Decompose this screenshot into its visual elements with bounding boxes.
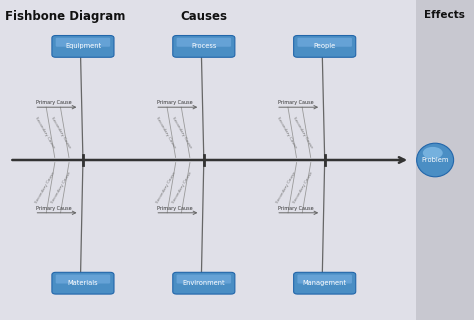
Text: Secondary Cause: Secondary Cause [34,116,55,149]
FancyBboxPatch shape [298,275,352,284]
FancyBboxPatch shape [298,38,352,47]
Text: Secondary Cause: Secondary Cause [171,116,192,149]
FancyBboxPatch shape [56,275,110,284]
FancyBboxPatch shape [176,275,231,284]
FancyBboxPatch shape [294,272,356,294]
Text: Primary Cause: Primary Cause [157,100,193,105]
Text: Environment: Environment [182,280,225,286]
Text: Problem: Problem [421,157,449,163]
FancyBboxPatch shape [52,36,114,57]
Text: Secondary Cause: Secondary Cause [276,171,297,204]
Text: Secondary Cause: Secondary Cause [34,171,55,204]
Text: Secondary Cause: Secondary Cause [50,116,72,149]
Text: Effects: Effects [424,10,465,20]
FancyBboxPatch shape [294,36,356,57]
FancyBboxPatch shape [173,36,235,57]
Text: Equipment: Equipment [65,44,101,49]
Text: Primary Cause: Primary Cause [278,100,314,105]
FancyBboxPatch shape [173,272,235,294]
Text: Primary Cause: Primary Cause [36,206,72,211]
Text: Secondary Cause: Secondary Cause [171,171,192,204]
Text: Causes: Causes [180,10,228,23]
FancyBboxPatch shape [56,38,110,47]
Text: Secondary Cause: Secondary Cause [292,116,313,149]
FancyBboxPatch shape [416,0,474,320]
Text: People: People [314,44,336,49]
Text: Management: Management [303,280,346,286]
Text: Secondary Cause: Secondary Cause [155,116,176,149]
Ellipse shape [417,143,454,177]
Text: Secondary Cause: Secondary Cause [292,171,313,204]
Text: Materials: Materials [68,280,98,286]
FancyBboxPatch shape [52,272,114,294]
Text: Primary Cause: Primary Cause [157,206,193,211]
Text: Fishbone Diagram: Fishbone Diagram [5,10,125,23]
Text: Primary Cause: Primary Cause [278,206,314,211]
Text: Secondary Cause: Secondary Cause [155,171,176,204]
Text: Primary Cause: Primary Cause [36,100,72,105]
Ellipse shape [423,147,443,159]
Text: Secondary Cause: Secondary Cause [50,171,72,204]
FancyBboxPatch shape [176,38,231,47]
Text: Process: Process [191,44,217,49]
Text: Secondary Cause: Secondary Cause [276,116,297,149]
